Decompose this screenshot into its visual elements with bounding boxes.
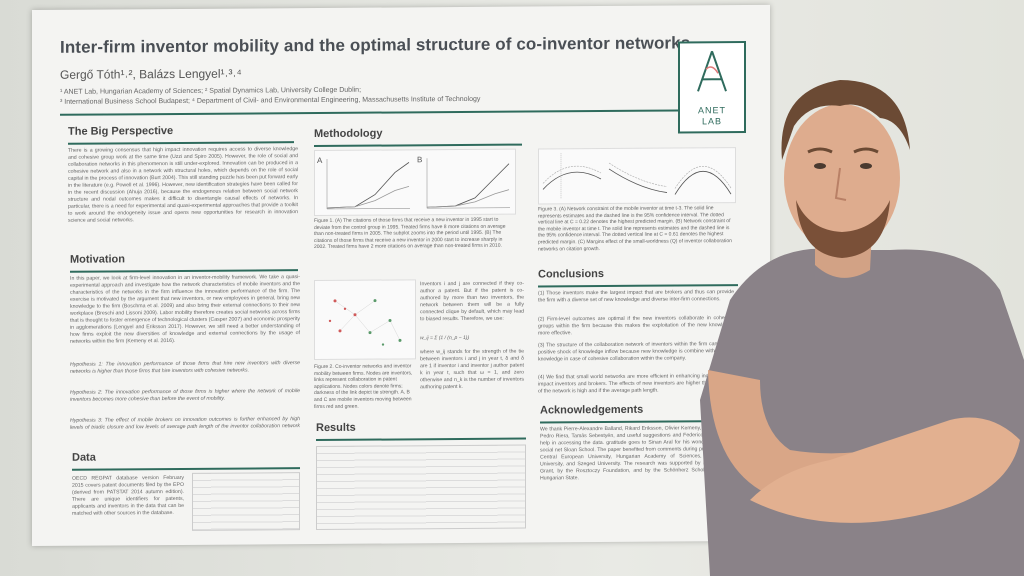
figure-1-line-plots: A B [314, 148, 516, 217]
data-text: OECD REGPAT database version February 20… [72, 474, 184, 517]
motivation-text: In this paper, we look at firm-level inn… [70, 274, 300, 345]
anet-lab-logo: ANET LAB [678, 41, 746, 134]
section-rule [314, 143, 522, 148]
research-poster: Inter-firm inventor mobility and the opt… [32, 4, 770, 546]
figure-2-network [314, 279, 416, 361]
fig-label-a: A [317, 156, 323, 165]
title-divider [60, 109, 700, 116]
poster-authors: Gergő Tóth¹˒², Balázs Lengyel¹˒³˒⁴ [60, 66, 242, 82]
results-table [316, 444, 526, 531]
methodology-formula: w_ij = Σ (1 / (n_p − 1)) [420, 334, 470, 342]
figure-3-margin-plots [538, 147, 736, 205]
section-heading-data: Data [72, 451, 96, 464]
methodology-text-2: where w_ij stands for the strength of th… [420, 348, 524, 391]
section-rule [72, 467, 300, 471]
section-rule [68, 141, 294, 145]
methodology-text: Inventors i and j are connected if they … [420, 280, 524, 323]
hypothesis-3: Hypothesis 3: The effect of mobile broke… [70, 416, 300, 432]
section-heading-acknowledgements: Acknowledgements [540, 403, 644, 417]
section-rule [70, 269, 298, 273]
hypothesis-2: Hypothesis 2: The innovation performance… [70, 388, 300, 403]
poster-title: Inter-firm inventor mobility and the opt… [60, 33, 691, 57]
section-heading-big-perspective: The Big Perspective [68, 125, 174, 138]
figure-1-caption: Figure 1. (A) The citations of those fir… [314, 216, 506, 251]
figure-2-caption: Figure 2. Co-inventor networks and inven… [314, 363, 413, 410]
section-rule [316, 437, 526, 442]
hypothesis-1: Hypothesis 1: The innovation performance… [70, 360, 300, 375]
data-table [192, 472, 300, 531]
section-heading-methodology: Methodology [314, 127, 383, 141]
section-heading-results: Results [316, 421, 356, 435]
fig-label-b: B [417, 155, 422, 164]
section-heading-conclusions: Conclusions [538, 268, 605, 281]
section-heading-motivation: Motivation [70, 253, 125, 266]
big-perspective-text: There is a growing consensus that high i… [68, 146, 298, 224]
presenter-person [700, 80, 1024, 576]
logo-triangle-icon [697, 50, 727, 92]
poster-affiliations: ¹ ANET Lab, Hungarian Academy of Science… [60, 84, 620, 108]
